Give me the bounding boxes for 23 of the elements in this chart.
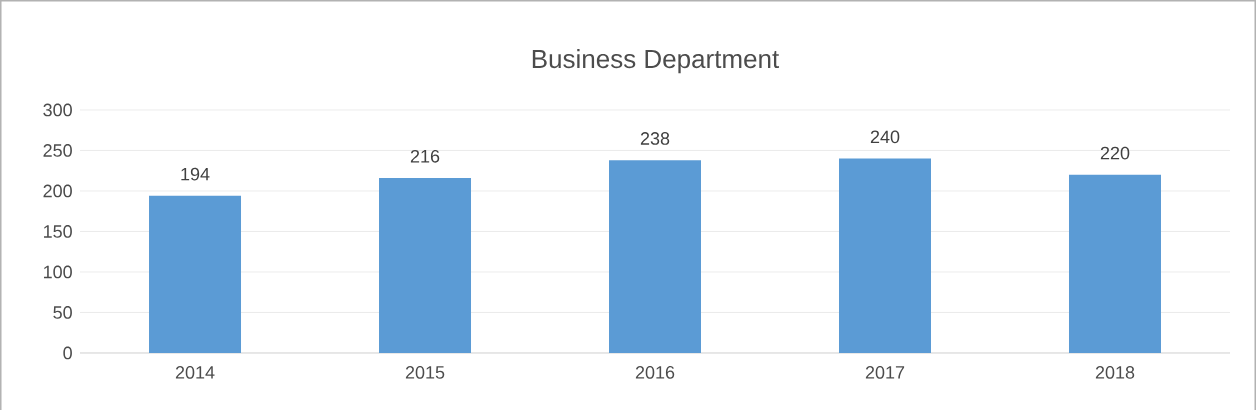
y-tick-label: 250 (43, 144, 72, 157)
y-tick-label: 300 (43, 103, 72, 117)
bar (149, 195, 242, 353)
x-tick-label: 2018 (1095, 366, 1135, 379)
bar (1069, 174, 1161, 353)
chart-title: Business Department (532, 49, 780, 74)
data-label: 220 (1100, 146, 1130, 160)
x-tick-label: 2017 (865, 366, 905, 379)
data-label: 194 (181, 167, 210, 181)
y-tick-label: 100 (43, 265, 72, 279)
x-tick-label: 2016 (635, 366, 675, 379)
x-tick-label: 2015 (405, 366, 445, 379)
y-tick-label: 50 (53, 306, 72, 319)
data-label: 216 (410, 149, 440, 163)
data-label: 240 (870, 130, 900, 144)
bar (839, 158, 931, 353)
data-label: 238 (640, 132, 670, 145)
y-tick-label: 200 (43, 184, 72, 198)
x-tick-label: 2014 (175, 366, 215, 379)
y-tick-label: 150 (43, 225, 72, 238)
y-tick-label: 0 (63, 346, 72, 360)
bar (379, 178, 472, 353)
bar (609, 160, 701, 353)
